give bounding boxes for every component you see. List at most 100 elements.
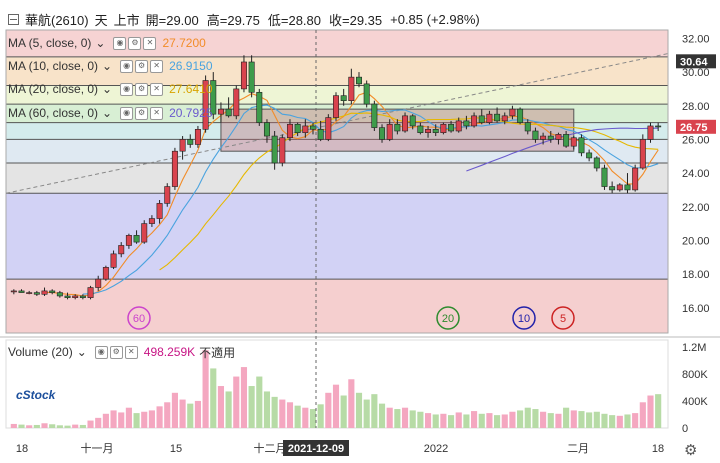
candle[interactable]: [286, 123, 293, 139]
candle[interactable]: [10, 290, 17, 293]
candle[interactable]: [56, 292, 63, 297]
candle[interactable]: [647, 125, 654, 140]
chevron-down-icon[interactable]: ⌄: [102, 59, 113, 73]
cycle-marker[interactable]: [512, 306, 536, 330]
close-icon[interactable]: ✕: [150, 82, 164, 96]
candle[interactable]: [333, 95, 339, 118]
candle[interactable]: [263, 122, 270, 137]
candle[interactable]: [432, 129, 439, 133]
candle[interactable]: [386, 123, 393, 140]
legend-ma-20[interactable]: MA (20, close, 0) ⌄ ◉ ⚙ ✕ 27.6410: [8, 80, 213, 98]
candle[interactable]: [256, 91, 263, 123]
candle[interactable]: [478, 115, 485, 123]
gear-icon[interactable]: ⚙: [135, 59, 149, 73]
eye-icon[interactable]: ◉: [120, 82, 134, 96]
candle[interactable]: [624, 184, 631, 191]
candle[interactable]: [171, 150, 178, 187]
candle[interactable]: [593, 157, 600, 169]
legend-ma-10[interactable]: MA (10, close, 0) ⌄ ◉ ⚙ ✕ 26.9150: [8, 57, 213, 75]
settings-gear-icon[interactable]: ⚙: [684, 442, 698, 459]
candle[interactable]: [340, 95, 347, 102]
candle[interactable]: [225, 108, 232, 117]
candle[interactable]: [517, 108, 524, 123]
close-icon[interactable]: ✕: [143, 36, 157, 50]
candle[interactable]: [41, 290, 48, 295]
candle[interactable]: [87, 287, 94, 298]
candle[interactable]: [570, 137, 577, 147]
legend-ma-5[interactable]: MA (5, close, 0) ⌄ ◉ ⚙ ✕ 27.7200: [8, 34, 206, 52]
candle[interactable]: [609, 186, 616, 191]
eye-icon[interactable]: ◉: [94, 345, 108, 359]
candle[interactable]: [509, 108, 516, 117]
gear-icon[interactable]: ⚙: [128, 36, 142, 50]
candle[interactable]: [409, 115, 416, 127]
candle[interactable]: [402, 115, 409, 132]
candle[interactable]: [202, 80, 209, 130]
candle[interactable]: [325, 117, 332, 140]
candle[interactable]: [471, 115, 478, 127]
symbol-name[interactable]: 華航(2610): [25, 13, 89, 28]
chevron-down-icon[interactable]: ⌄: [102, 82, 113, 96]
candle[interactable]: [72, 295, 79, 298]
candle[interactable]: [639, 139, 646, 169]
candle[interactable]: [494, 113, 501, 122]
gear-icon[interactable]: ⚙: [135, 106, 149, 120]
candle[interactable]: [33, 292, 40, 295]
candle[interactable]: [486, 113, 493, 123]
legend-ma-60[interactable]: MA (60, close, 0) ⌄ ◉ ⚙ ✕ 20.7925: [8, 104, 213, 122]
candle[interactable]: [125, 235, 132, 246]
candle[interactable]: [141, 223, 148, 243]
cycle-marker[interactable]: [551, 306, 575, 330]
candle[interactable]: [133, 235, 140, 243]
candle[interactable]: [310, 125, 316, 130]
menu-icon[interactable]: [8, 14, 19, 25]
candle[interactable]: [363, 83, 370, 105]
candle[interactable]: [417, 125, 424, 133]
candle[interactable]: [210, 80, 217, 115]
gear-icon[interactable]: ⚙: [135, 82, 149, 96]
candle[interactable]: [578, 137, 585, 154]
candle[interactable]: [118, 245, 125, 255]
candle[interactable]: [271, 135, 278, 164]
cycle-marker[interactable]: [127, 306, 151, 330]
eye-icon[interactable]: ◉: [120, 106, 134, 120]
candle[interactable]: [616, 184, 623, 191]
eye-icon[interactable]: ◉: [113, 36, 127, 50]
candle[interactable]: [49, 290, 56, 293]
candle[interactable]: [148, 218, 155, 224]
candle[interactable]: [248, 61, 255, 93]
trendline[interactable]: [5, 53, 669, 194]
candle[interactable]: [455, 120, 462, 132]
close-icon[interactable]: ✕: [124, 345, 138, 359]
candle[interactable]: [179, 139, 186, 152]
candle[interactable]: [348, 76, 355, 101]
candle[interactable]: [279, 137, 286, 164]
chevron-down-icon[interactable]: ⌄: [95, 36, 106, 50]
candle[interactable]: [302, 125, 309, 133]
candle[interactable]: [102, 267, 109, 280]
candle[interactable]: [317, 129, 324, 140]
candle[interactable]: [540, 135, 547, 140]
candle[interactable]: [463, 120, 470, 127]
chevron-down-icon[interactable]: ⌄: [102, 106, 113, 120]
candle[interactable]: [64, 295, 71, 298]
candle[interactable]: [601, 167, 608, 187]
close-icon[interactable]: ✕: [150, 106, 164, 120]
candle[interactable]: [79, 295, 86, 298]
candle[interactable]: [164, 186, 171, 204]
candle[interactable]: [394, 123, 401, 132]
eye-icon[interactable]: ◉: [120, 59, 134, 73]
candle[interactable]: [440, 123, 447, 133]
candle[interactable]: [18, 290, 25, 293]
candle[interactable]: [110, 253, 117, 268]
candle[interactable]: [563, 134, 570, 147]
candle[interactable]: [655, 125, 662, 128]
candle[interactable]: [632, 167, 639, 191]
candle[interactable]: [425, 129, 432, 133]
gear-icon[interactable]: ⚙: [109, 345, 123, 359]
close-icon[interactable]: ✕: [150, 59, 164, 73]
candle[interactable]: [156, 203, 163, 219]
candle[interactable]: [217, 108, 224, 115]
